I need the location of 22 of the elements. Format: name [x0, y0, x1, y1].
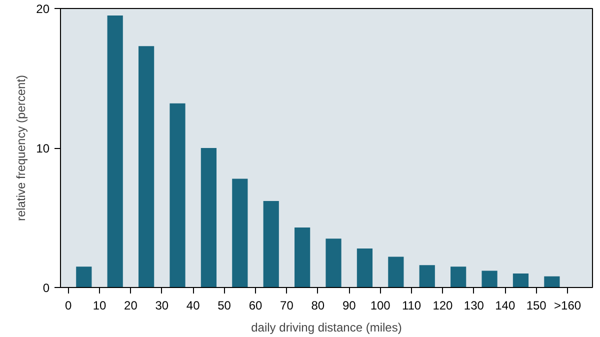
- x-tick-label: 0: [64, 298, 72, 312]
- x-tick-label: 60: [248, 298, 263, 312]
- y-tick-label: 20: [36, 2, 50, 16]
- x-tick-label: 140: [495, 298, 516, 312]
- y-axis-title: relative frequency (percent): [14, 74, 28, 222]
- x-tick-label: 90: [342, 298, 356, 312]
- x-tick-label: 30: [155, 298, 169, 312]
- x-tick-label: 40: [186, 298, 200, 312]
- x-tick-label: 120: [432, 298, 454, 312]
- x-tick-label: >160: [554, 298, 582, 312]
- y-tick-label: 10: [36, 142, 50, 156]
- x-axis-title: daily driving distance (miles): [251, 320, 402, 334]
- x-tick-label: 150: [526, 298, 547, 312]
- x-tick-label: 100: [370, 298, 391, 312]
- x-tick-label: 10: [92, 298, 107, 312]
- x-tick-label: 130: [464, 298, 484, 312]
- x-tick-label: 70: [280, 298, 294, 312]
- x-tick-label: 20: [124, 298, 138, 312]
- y-tick-label: 0: [42, 281, 50, 295]
- x-tick-label: 80: [311, 298, 325, 312]
- x-tick-label: 110: [402, 298, 422, 312]
- x-tick-label: 50: [218, 298, 232, 312]
